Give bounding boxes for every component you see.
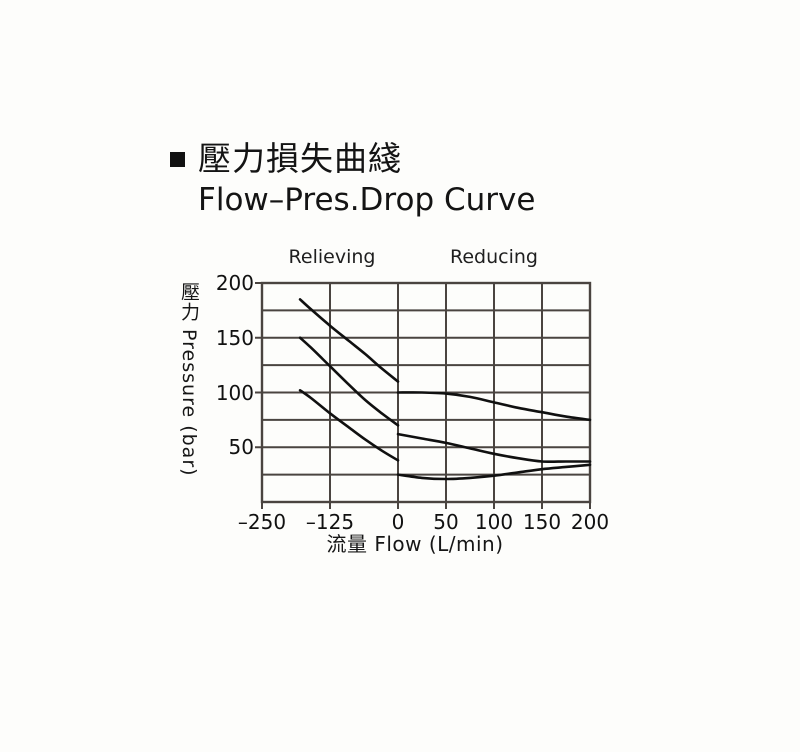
heading-title-row: 壓力損失曲綫 — [170, 136, 690, 180]
curve-1 — [298, 336, 400, 427]
x-tick-label: 0 — [391, 510, 405, 534]
curve-4 — [396, 432, 592, 464]
y-tick-label: 50 — [228, 435, 254, 460]
figure-heading: 壓力損失曲綫 Flow–Pres.Drop Curve — [170, 136, 690, 217]
x-tick-label: 50 — [433, 510, 459, 534]
x-axis-title: 流量 Flow (L/min) — [326, 532, 504, 556]
y-tick-label: 150 — [215, 325, 254, 350]
curve-2 — [298, 389, 400, 462]
square-bullet-icon — [170, 152, 185, 167]
x-tick-label: –250 — [237, 510, 287, 534]
section-caption-relieving: Relieving — [288, 246, 376, 268]
curve-3 — [396, 391, 592, 422]
y-tick-label: 200 — [215, 271, 254, 295]
curve-0 — [298, 298, 400, 383]
data-curves — [298, 298, 592, 481]
y-tick-label: 100 — [215, 380, 254, 405]
axis-ticks — [255, 282, 591, 509]
figure-title-english: Flow–Pres.Drop Curve — [198, 182, 536, 218]
x-tick-label: 200 — [570, 510, 610, 534]
y-axis-title: 壓力 Pressure (bar) — [178, 282, 200, 477]
figure-title-chinese: 壓力損失曲綫 — [198, 138, 402, 178]
section-caption-reducing: Reducing — [450, 246, 538, 268]
x-tick-label: 150 — [522, 510, 562, 534]
x-tick-label: –125 — [305, 510, 355, 534]
curve-5 — [396, 463, 592, 481]
x-tick-label: 100 — [474, 510, 514, 534]
